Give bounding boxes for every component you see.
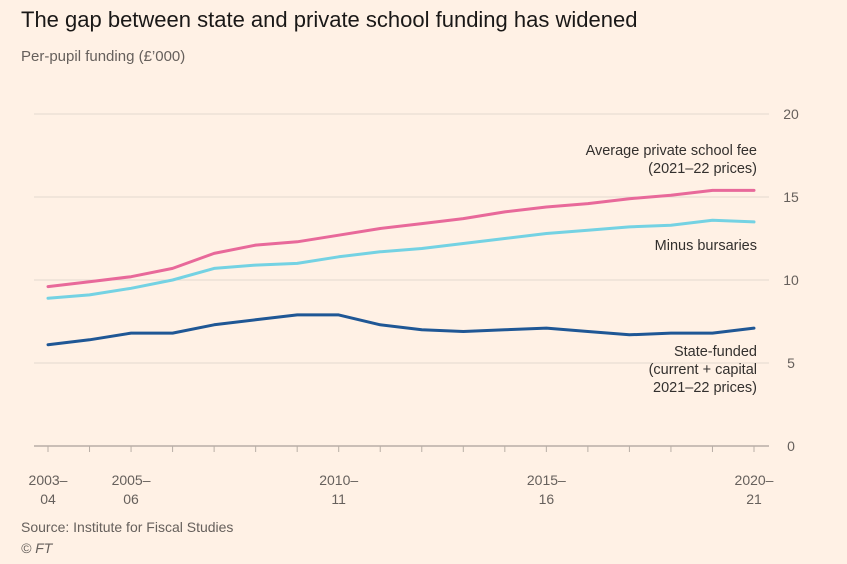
x-tick-label: 2003– bbox=[29, 472, 68, 488]
chart-subtitle: Per-pupil funding (£’000) bbox=[21, 48, 186, 65]
series-label-state-funded: (current + capital bbox=[649, 362, 757, 378]
x-tick-label: 21 bbox=[746, 491, 762, 507]
x-tick-label: 2015– bbox=[527, 472, 566, 488]
y-tick-label: 10 bbox=[783, 272, 799, 288]
copyright-credit: © FT bbox=[21, 540, 53, 556]
series-label-minus-bursaries: Minus bursaries bbox=[655, 238, 757, 254]
series-label-state-funded: 2021–22 prices) bbox=[653, 380, 757, 396]
chart-title: The gap between state and private school… bbox=[21, 7, 638, 32]
x-tick-label: 2005– bbox=[112, 472, 151, 488]
source-note: Source: Institute for Fiscal Studies bbox=[21, 519, 234, 535]
y-tick-label: 20 bbox=[783, 106, 799, 122]
x-tick-label: 16 bbox=[539, 491, 555, 507]
y-tick-label: 15 bbox=[783, 189, 799, 205]
x-tick-label: 11 bbox=[331, 491, 346, 507]
series-label-private-fee: Average private school fee bbox=[586, 143, 757, 159]
y-tick-label: 5 bbox=[787, 355, 795, 371]
x-tick-label: 06 bbox=[123, 491, 139, 507]
series-label-private-fee: (2021–22 prices) bbox=[648, 161, 757, 177]
series-label-state-funded: State-funded bbox=[674, 344, 757, 360]
x-tick-label: 2010– bbox=[319, 472, 358, 488]
x-tick-label: 04 bbox=[40, 491, 56, 507]
x-tick-label: 2020– bbox=[735, 472, 774, 488]
series-line-minus-bursaries bbox=[46, 218, 756, 300]
series-line-private-fee bbox=[46, 188, 756, 289]
series-line-state-funded bbox=[46, 313, 756, 347]
y-tick-label: 0 bbox=[787, 438, 795, 454]
